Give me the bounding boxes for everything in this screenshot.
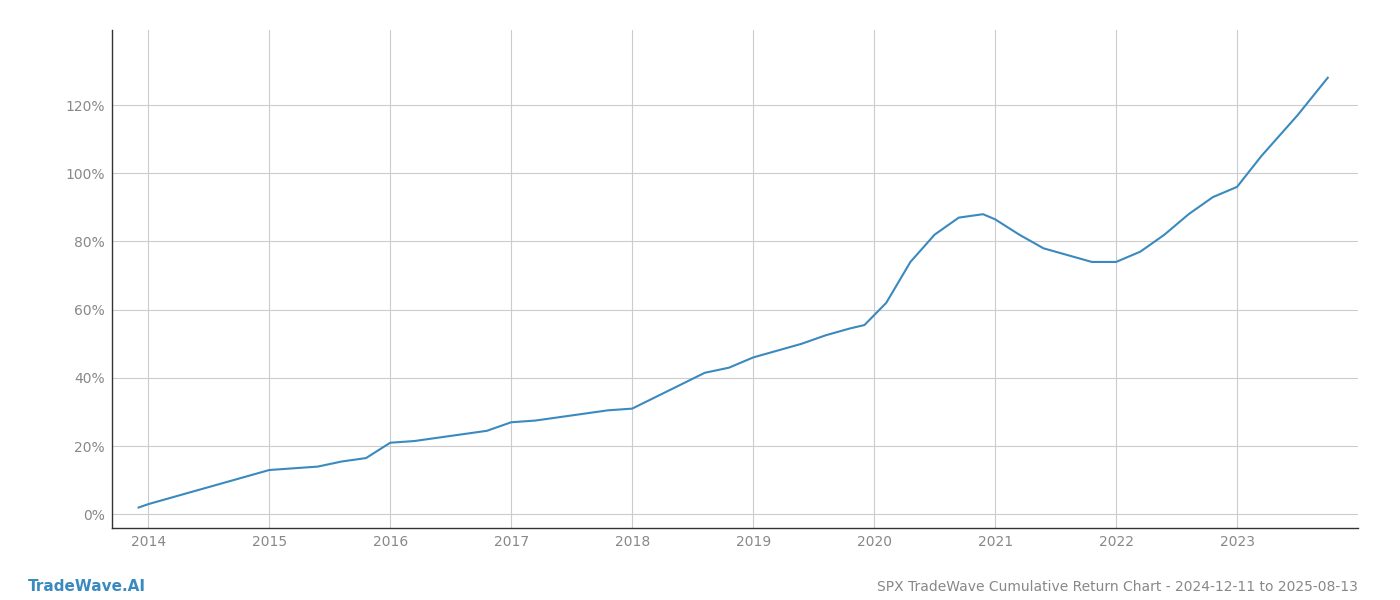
Text: TradeWave.AI: TradeWave.AI bbox=[28, 579, 146, 594]
Text: SPX TradeWave Cumulative Return Chart - 2024-12-11 to 2025-08-13: SPX TradeWave Cumulative Return Chart - … bbox=[878, 580, 1358, 594]
